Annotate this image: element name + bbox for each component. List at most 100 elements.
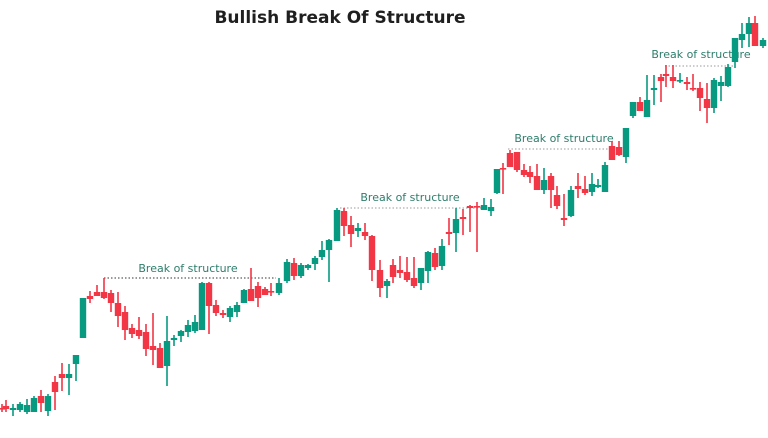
bearish-candle — [135, 317, 143, 339]
bearish-candle — [2, 400, 10, 412]
bearish-candle — [121, 306, 129, 340]
bullish-candle — [304, 264, 312, 270]
bullish-candle — [72, 355, 80, 381]
bullish-candle — [424, 251, 432, 283]
bearish-candle — [683, 77, 691, 90]
bullish-candle — [354, 223, 362, 237]
bearish-candle — [506, 150, 514, 167]
bullish-candle — [30, 396, 38, 412]
bearish-candle — [466, 205, 474, 232]
bullish-candle — [240, 289, 248, 303]
bearish-candle — [533, 164, 541, 190]
bullish-candle — [438, 239, 446, 270]
bearish-candle — [526, 166, 534, 183]
bullish-candle — [163, 316, 171, 386]
bearish-candle — [703, 83, 711, 123]
bearish-candle — [662, 65, 670, 87]
bullish-candle — [44, 394, 52, 416]
bullish-candle — [745, 17, 753, 47]
bullish-candle — [170, 335, 178, 346]
bullish-candle — [226, 306, 234, 322]
bullish-candle — [724, 64, 732, 87]
bullish-candle — [417, 268, 425, 290]
bearish-candle — [553, 186, 561, 209]
bearish-candle — [247, 268, 255, 301]
bullish-candle — [65, 364, 73, 395]
bearish-candle — [37, 390, 45, 412]
bullish-candle — [333, 208, 341, 241]
bearish-candle — [636, 97, 644, 111]
bearish-candle — [128, 324, 136, 338]
bullish-candle — [759, 38, 767, 48]
bearish-candle — [261, 287, 269, 295]
bullish-candle — [383, 279, 391, 298]
bullish-candle — [676, 73, 684, 83]
bearish-candle — [547, 173, 555, 208]
bullish-candle — [311, 256, 319, 270]
bullish-candle — [738, 23, 746, 48]
bullish-candle — [622, 128, 630, 163]
bullish-candle — [177, 330, 185, 342]
bearish-candle — [410, 257, 418, 288]
bullish-candle — [650, 75, 658, 105]
bullish-candle — [588, 173, 596, 196]
bearish-candle — [473, 202, 481, 252]
bearish-candle — [114, 292, 122, 327]
bearish-candle — [657, 74, 665, 102]
bullish-candle — [717, 76, 725, 101]
bearish-candle — [513, 152, 521, 172]
bearish-candle — [142, 324, 150, 356]
bullish-candle — [643, 75, 651, 117]
bearish-candle — [340, 208, 348, 236]
bearish-candle — [212, 300, 220, 316]
bos-label: Break of structure — [360, 191, 459, 204]
bearish-candle — [615, 141, 623, 156]
bullish-candle — [710, 78, 718, 113]
bullish-candle — [452, 208, 460, 252]
bullish-candle — [79, 298, 87, 338]
bearish-candle — [107, 290, 115, 312]
bearish-candle — [51, 376, 59, 410]
bullish-candle — [191, 315, 199, 333]
bearish-candle — [205, 282, 213, 334]
bullish-candle — [23, 399, 31, 414]
bos-label: Break of structure — [651, 48, 750, 61]
bearish-candle — [445, 218, 453, 245]
chart-title: Bullish Break Of Structure — [214, 8, 466, 28]
bearish-candle — [751, 16, 759, 46]
bearish-candle — [93, 285, 101, 296]
bullish-candle — [493, 169, 501, 194]
bearish-candle — [431, 248, 439, 270]
bos-label: Break of structure — [138, 262, 237, 275]
bearish-candle — [267, 283, 275, 296]
bearish-candle — [290, 258, 298, 280]
bearish-candle — [361, 223, 369, 240]
bearish-candle — [689, 74, 697, 91]
bullish-candle — [540, 168, 548, 194]
bearish-candle — [520, 164, 528, 177]
bullish-candle — [297, 263, 305, 278]
bullish-candle — [16, 402, 24, 412]
bullish-candle — [594, 179, 602, 188]
bullish-candle — [480, 198, 488, 210]
bearish-candle — [560, 194, 568, 226]
bearish-candle — [0, 404, 6, 412]
bearish-candle — [58, 363, 66, 391]
bearish-candle — [581, 176, 589, 195]
bearish-candle — [368, 235, 376, 281]
bearish-candle — [608, 141, 616, 160]
bearish-candle — [574, 173, 582, 198]
bearish-candle — [347, 216, 355, 247]
bullish-candle — [629, 102, 637, 118]
bullish-candle — [487, 199, 495, 216]
bearish-candle — [669, 65, 677, 88]
bearish-candle — [696, 82, 704, 111]
bullish-candle — [601, 162, 609, 192]
bullish-candle — [283, 259, 291, 283]
bearish-candle — [86, 291, 94, 303]
bullish-candle — [567, 186, 575, 217]
bearish-candle — [100, 278, 108, 299]
bearish-candle — [396, 256, 404, 278]
bullish-candle — [325, 239, 333, 282]
